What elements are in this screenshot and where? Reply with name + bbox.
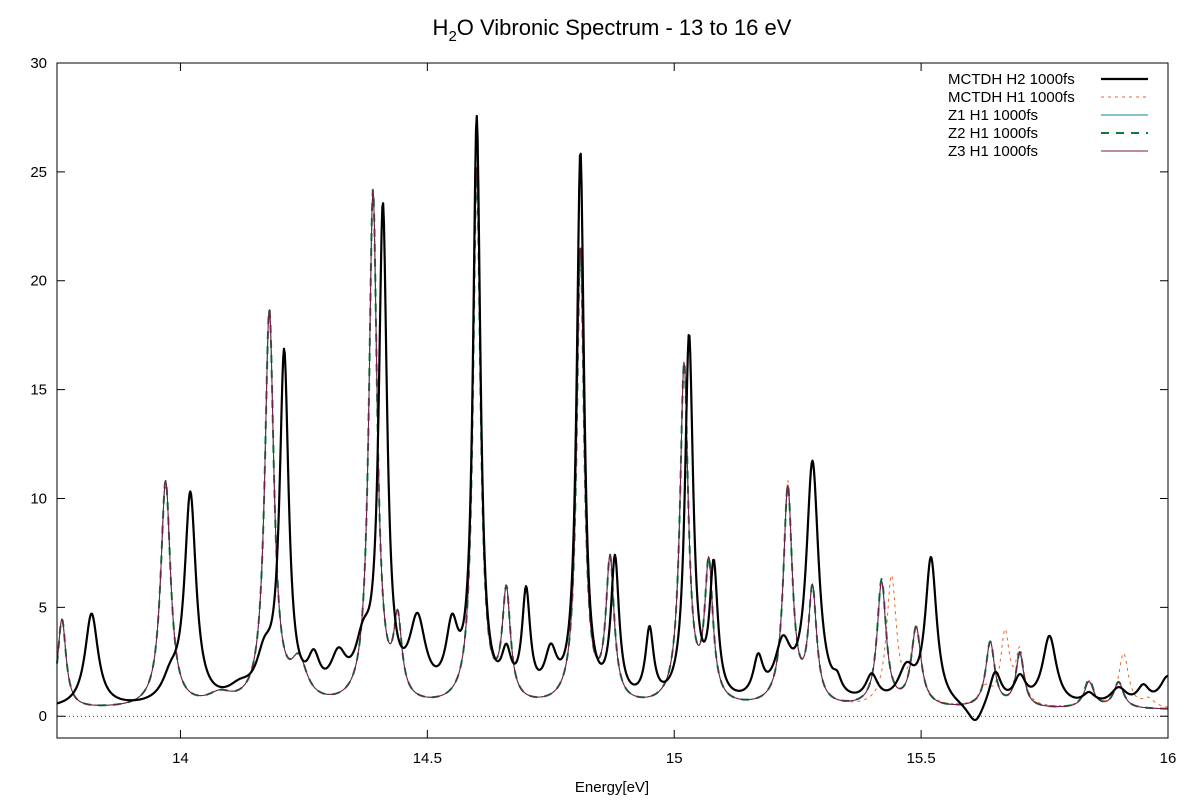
series-line-1 — [56, 167, 1169, 708]
x-axis-label: Energy[eV] — [575, 779, 649, 796]
x-tick-label: 14 — [172, 750, 189, 767]
y-tick-label: 15 — [30, 382, 47, 399]
chart-title-subscript: 2 — [448, 28, 456, 45]
series-line-3 — [56, 166, 1169, 710]
y-tick-label: 25 — [30, 164, 47, 181]
axis-ticks: 14 14.5 15 15.5 16 0 5 10 15 20 25 30 — [30, 55, 1176, 767]
chart-title: H2O Vibronic Spectrum - 13 to 16 eV — [433, 15, 792, 45]
series-line-2 — [56, 167, 1169, 710]
series-line-0 — [56, 114, 1169, 722]
legend-label: Z2 H1 1000fs — [948, 125, 1038, 142]
x-tick-label: 16 — [1160, 750, 1177, 767]
legend-label: MCTDH H2 1000fs — [948, 71, 1075, 88]
legend-label: Z1 H1 1000fs — [948, 107, 1038, 124]
y-tick-label: 30 — [30, 55, 47, 72]
y-tick-label: 5 — [39, 599, 47, 616]
y-tick-label: 0 — [39, 708, 47, 725]
x-tick-label: 15.5 — [907, 750, 936, 767]
series-line-4 — [56, 167, 1169, 710]
legend-label: MCTDH H1 1000fs — [948, 89, 1075, 106]
y-tick-label: 10 — [30, 490, 47, 507]
y-tick-label: 20 — [30, 273, 47, 290]
x-tick-label: 14.5 — [413, 750, 442, 767]
legend-label: Z3 H1 1000fs — [948, 143, 1038, 160]
x-tick-label: 15 — [666, 750, 683, 767]
plot-frame — [56, 62, 1169, 739]
series-layer — [56, 114, 1169, 722]
